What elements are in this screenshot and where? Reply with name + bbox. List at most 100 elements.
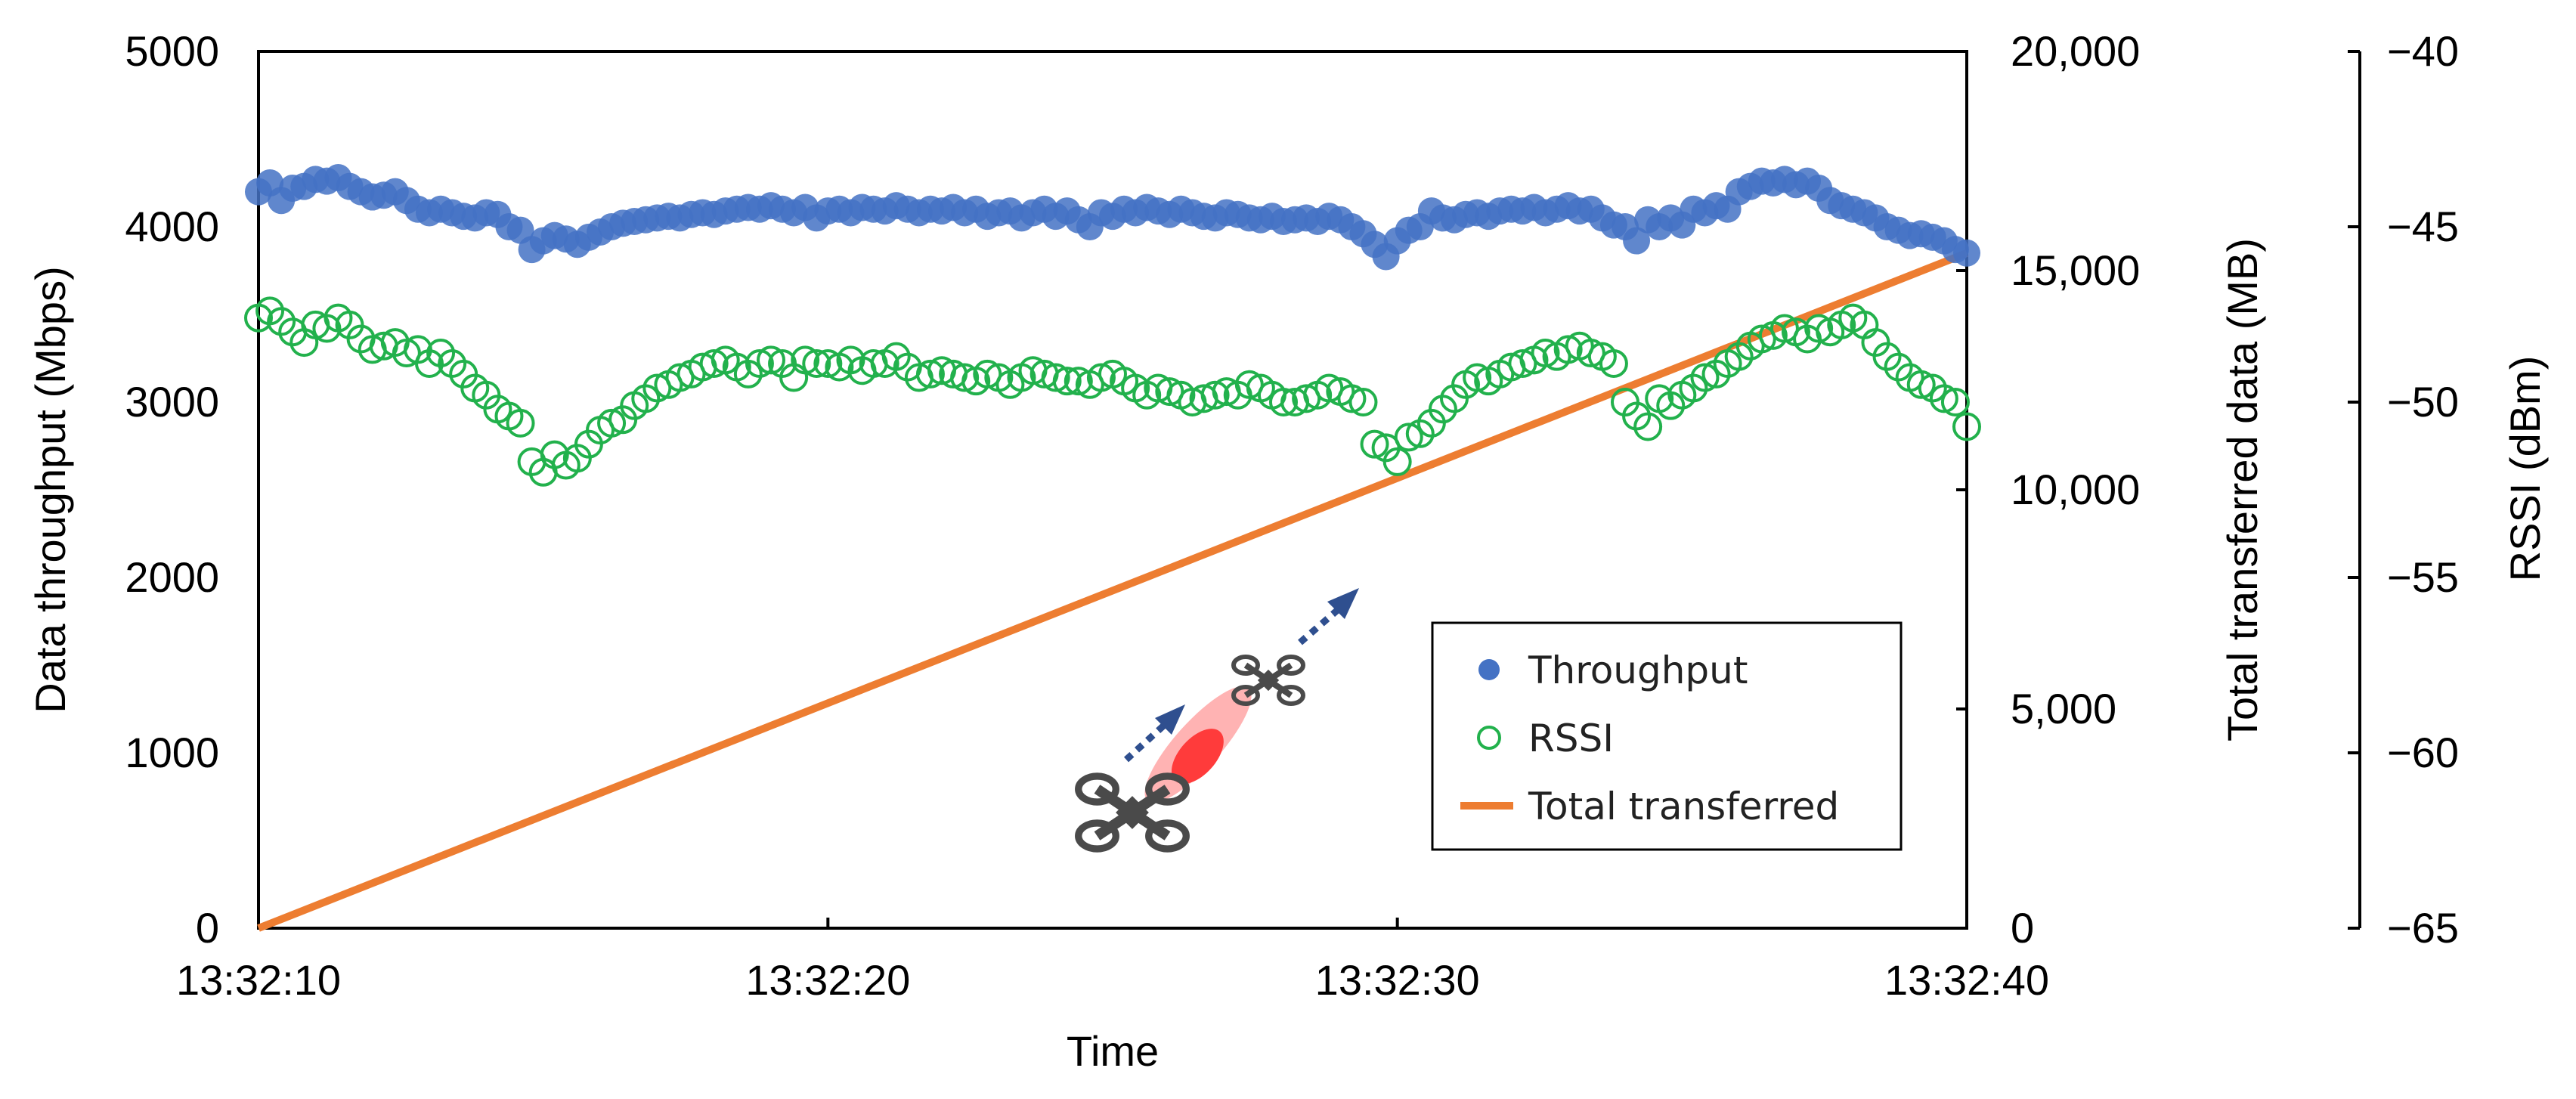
legend: Throughput RSSI Total transferred [1431, 621, 1903, 851]
rssi-point [1269, 388, 1298, 416]
rssi-point [1086, 363, 1116, 392]
drone-small-body [1257, 669, 1280, 692]
rssi-point [745, 348, 774, 378]
rssi-point [973, 359, 1002, 389]
right1-y-tick-label: 20,000 [2011, 27, 2140, 75]
rssi-point [642, 373, 672, 403]
arrow-lower-shaft [1123, 719, 1171, 763]
drone-illustration [1075, 588, 1359, 853]
right1-y-axis-ticks: 0 5,000 10,000 15,000 20,000 [1956, 27, 2140, 952]
x-tick-label: 13:32:30 [1315, 956, 1480, 1004]
throughput-series [245, 164, 1980, 271]
rssi-y-tick-label: −65 [2387, 904, 2459, 952]
x-tick-label: 13:32:40 [1884, 956, 2049, 1004]
right1-y-tick-label: 15,000 [2011, 246, 2140, 294]
rssi-point [665, 363, 695, 392]
left-y-tick-label: 2000 [125, 553, 219, 601]
x-tick-label: 13:32:10 [176, 956, 341, 1004]
right1-y-tick-label: 10,000 [2011, 466, 2140, 513]
drone-small-rotor-2 [1277, 655, 1305, 676]
drone-small-icon [1231, 655, 1305, 706]
rssi-point [1633, 412, 1663, 441]
rssi-point [1463, 363, 1492, 392]
rssi-point [1155, 377, 1184, 407]
left-y-tick-label: 5000 [125, 27, 219, 75]
rssi-point [1360, 429, 1389, 459]
legend-box [1431, 621, 1903, 851]
drone-small-rotor-4 [1277, 685, 1305, 706]
rssi-point [802, 348, 831, 378]
legend-rssi-marker [1477, 726, 1501, 750]
rssi-series [244, 296, 1981, 487]
legend-throughput-label: Throughput [1528, 649, 1748, 692]
drone-small-rotor-3 [1231, 685, 1260, 706]
rssi-y-axis-title: RSSI (dBm) [2501, 356, 2549, 582]
rssi-point [1804, 314, 1834, 343]
rssi-point [1531, 339, 1560, 368]
rssi-point [1234, 370, 1264, 399]
drone-large-icon [1075, 772, 1190, 853]
rssi-point [1952, 412, 1981, 441]
rssi-point [1314, 373, 1344, 403]
total-transferred-line [257, 249, 1968, 932]
rssi-point [1906, 370, 1936, 399]
left-y-tick-label: 1000 [125, 729, 219, 776]
rssi-point [1064, 367, 1093, 396]
drone-large-rotor-2 [1145, 772, 1190, 806]
throughput-point [1953, 239, 1980, 267]
rssi-point [1200, 380, 1230, 410]
beam-inner [1171, 729, 1224, 785]
legend-rssi-label: RSSI [1528, 717, 1614, 760]
left-y-axis-title: Data throughput (Mbps) [26, 266, 74, 713]
left-y-tick-label: 0 [196, 904, 219, 952]
rssi-point [392, 339, 421, 368]
rssi-y-tick-label: −60 [2387, 729, 2459, 776]
rssi-point [1337, 384, 1367, 413]
arrow-upper-head [1327, 588, 1359, 619]
x-tick-label: 13:32:20 [745, 956, 910, 1004]
rssi-point [1348, 388, 1378, 416]
right1-y-tick-label: 5,000 [2011, 685, 2116, 732]
drone-large-rotor-3 [1075, 819, 1119, 853]
rssi-point [915, 359, 945, 389]
rssi-point [1508, 348, 1537, 378]
arrow-icon-upper [1298, 588, 1359, 645]
rssi-y-tick-label: −45 [2387, 203, 2459, 250]
x-axis-ticks: 13:32:10 13:32:20 13:32:30 13:32:40 [176, 918, 2049, 1004]
rssi-point [699, 348, 729, 378]
rssi-point [1553, 335, 1583, 364]
right1-y-axis-title: Total transferred data (MB) [2218, 238, 2266, 741]
rssi-point [1041, 363, 1070, 392]
legend-throughput-marker [1478, 659, 1500, 680]
rssi-point [506, 408, 535, 438]
rssi-point [1690, 363, 1720, 392]
x-axis-title: Time [1067, 1027, 1159, 1075]
drone-large-rotor-4 [1145, 819, 1190, 853]
throughput-point [1623, 227, 1651, 255]
total-transferred-series [257, 249, 1968, 932]
right1-y-tick-label: 0 [2011, 904, 2034, 952]
rssi-point [1052, 367, 1082, 396]
rssi-point [757, 345, 785, 375]
arrow-upper-shaft [1298, 605, 1342, 645]
rssi-y-tick-label: −40 [2387, 27, 2459, 75]
rssi-point [791, 345, 820, 375]
rssi-point [813, 348, 843, 378]
left-y-tick-label: 3000 [125, 378, 219, 426]
rssi-point [1292, 384, 1321, 413]
arrow-lower-head [1155, 704, 1185, 735]
rssi-point [1599, 348, 1628, 378]
rssi-y-tick-label: −55 [2387, 553, 2459, 601]
left-y-axis-ticks: 0 1000 2000 3000 4000 5000 [125, 27, 219, 952]
rssi-point [1576, 339, 1605, 368]
rssi-point [1769, 314, 1799, 343]
rssi-point [1929, 384, 1958, 413]
arrow-icon-lower [1123, 704, 1185, 763]
rssi-y-axis-ticks: −65 −60 −55 −50 −45 −40 [2348, 27, 2459, 952]
rssi-point [1382, 447, 1412, 476]
rssi-y-tick-label: −50 [2387, 378, 2459, 426]
drone-large-rotor-1 [1075, 772, 1119, 806]
rssi-point [1747, 324, 1776, 354]
rssi-point [950, 363, 980, 392]
